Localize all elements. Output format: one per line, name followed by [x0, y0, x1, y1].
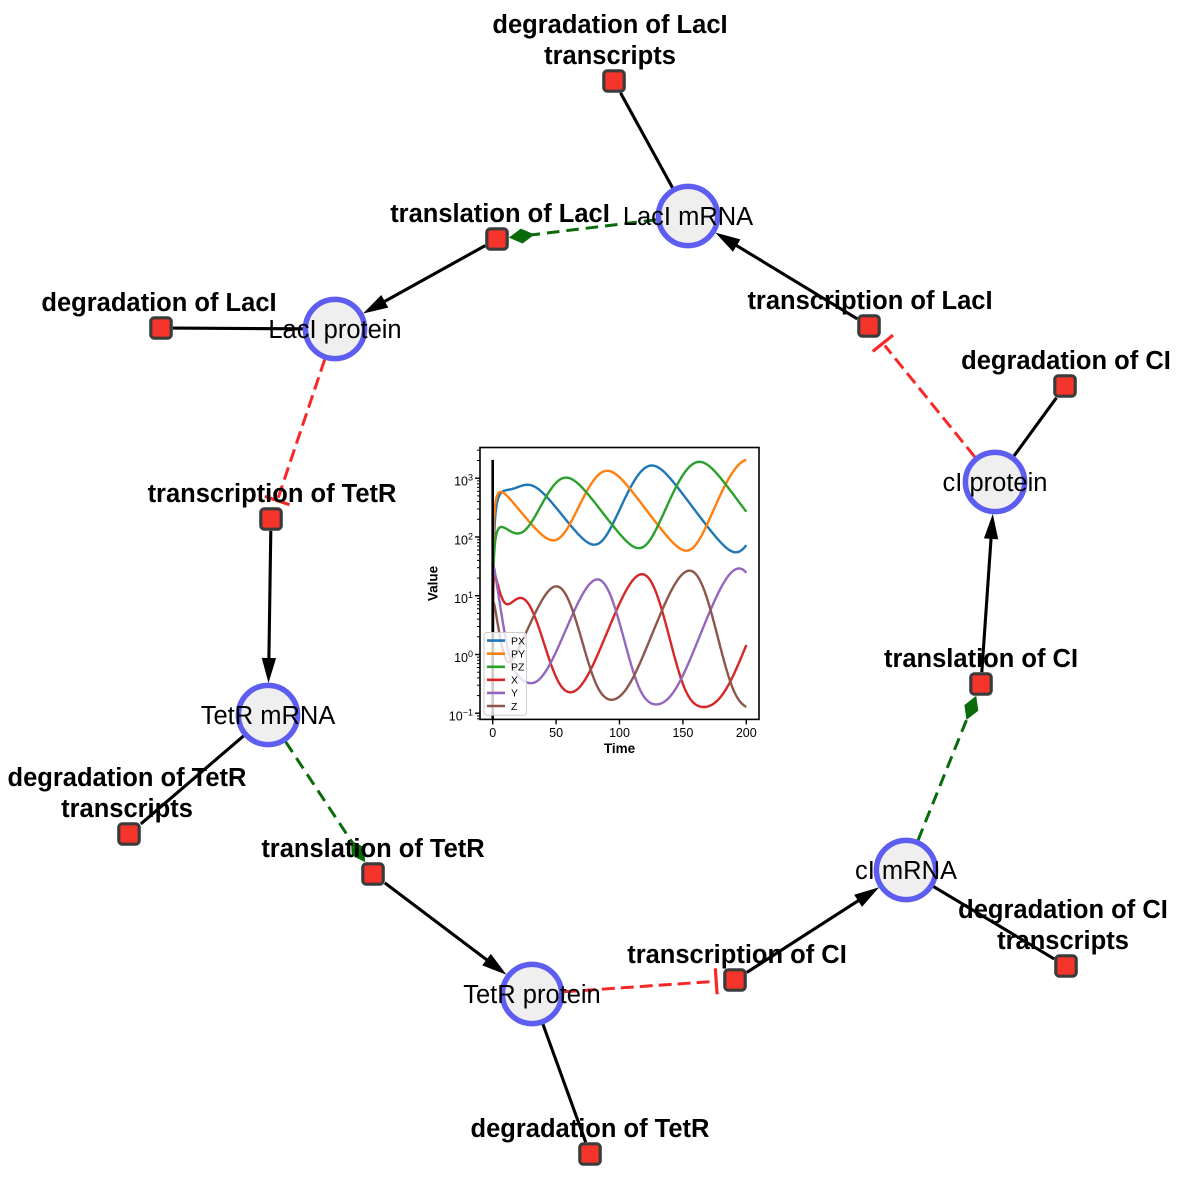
svg-text:PY: PY	[511, 649, 525, 661]
svg-text:translation of LacI: translation of LacI	[390, 200, 610, 228]
svg-text:PZ: PZ	[511, 662, 525, 674]
svg-text:transcription of LacI: transcription of LacI	[747, 287, 992, 315]
svg-text:2: 2	[468, 532, 473, 542]
svg-text:10: 10	[454, 475, 468, 489]
svg-text:transcripts: transcripts	[544, 42, 676, 70]
svg-text:transcription of CI: transcription of CI	[627, 941, 847, 969]
svg-text:50: 50	[549, 726, 563, 740]
svg-text:Y: Y	[511, 688, 518, 700]
svg-text:200: 200	[736, 726, 757, 740]
svg-text:degradation of CI: degradation of CI	[958, 896, 1168, 924]
svg-text:degradation of LacI: degradation of LacI	[492, 11, 727, 39]
svg-text:Time: Time	[604, 741, 636, 756]
svg-text:150: 150	[672, 726, 693, 740]
svg-text:translation of TetR: translation of TetR	[261, 835, 484, 863]
svg-text:0: 0	[489, 726, 496, 740]
svg-text:degradation of LacI: degradation of LacI	[41, 289, 276, 317]
svg-text:1: 1	[468, 590, 473, 600]
svg-text:transcripts: transcripts	[61, 795, 193, 823]
svg-text:10: 10	[454, 651, 468, 665]
svg-text:TetR protein: TetR protein	[463, 981, 601, 1009]
svg-text:Value: Value	[426, 565, 441, 601]
svg-text:100: 100	[609, 726, 630, 740]
svg-text:LacI protein: LacI protein	[268, 316, 401, 344]
svg-text:X: X	[511, 675, 518, 687]
svg-text:3: 3	[468, 473, 473, 483]
svg-text:0: 0	[468, 649, 473, 659]
svg-text:transcription of TetR: transcription of TetR	[148, 480, 397, 508]
svg-text:cI mRNA: cI mRNA	[855, 857, 957, 885]
svg-text:TetR mRNA: TetR mRNA	[201, 702, 336, 730]
svg-text:−1: −1	[463, 708, 473, 718]
svg-text:10: 10	[454, 592, 468, 606]
svg-text:10: 10	[454, 533, 468, 547]
svg-text:degradation of TetR: degradation of TetR	[471, 1115, 710, 1143]
svg-text:degradation of CI: degradation of CI	[961, 347, 1171, 375]
svg-text:10: 10	[449, 710, 463, 724]
svg-text:translation of CI: translation of CI	[884, 645, 1078, 673]
svg-text:LacI mRNA: LacI mRNA	[623, 203, 753, 231]
svg-text:Z: Z	[511, 701, 518, 713]
svg-text:transcripts: transcripts	[997, 927, 1129, 955]
svg-text:PX: PX	[511, 635, 525, 647]
svg-text:degradation of TetR: degradation of TetR	[8, 764, 247, 792]
svg-text:cI protein: cI protein	[943, 469, 1048, 497]
